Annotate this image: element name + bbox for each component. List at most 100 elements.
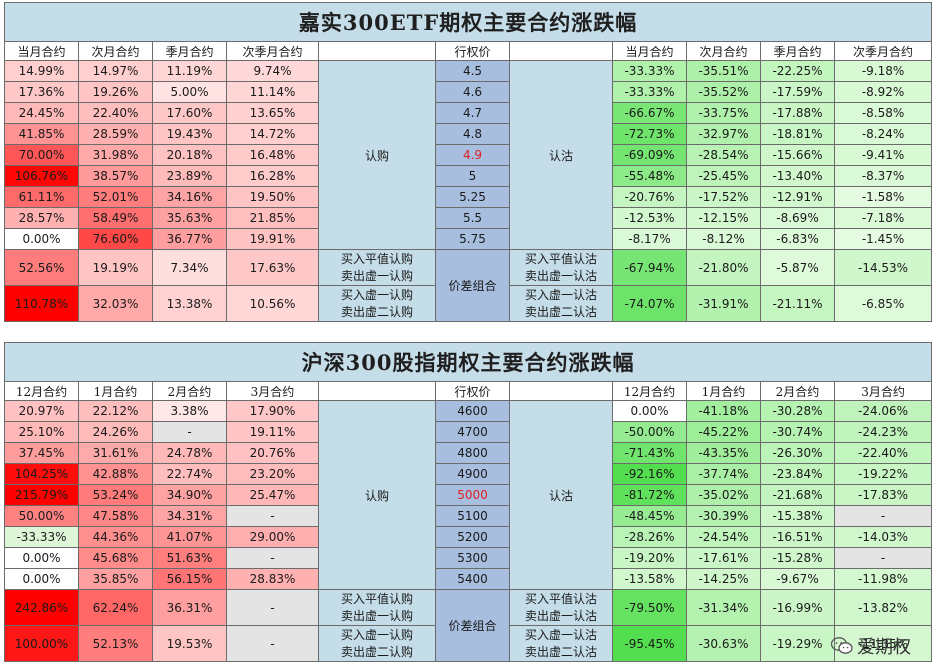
put-change-cell: -24.54% <box>686 526 761 548</box>
combo-put-change-cell: -5.87% <box>760 249 835 286</box>
call-change-cell: 3.38% <box>152 400 227 422</box>
call-column-header: 12月合约 <box>4 381 79 401</box>
put-change-cell: -37.74% <box>686 463 761 485</box>
call-change-cell: 14.97% <box>78 60 153 82</box>
call-change-cell: 37.45% <box>4 442 79 464</box>
put-change-cell: -1.45% <box>833 228 933 250</box>
spread-combo-label: 价差组合 <box>435 249 510 322</box>
call-change-cell: 14.72% <box>226 123 319 145</box>
put-change-cell: -33.33% <box>612 81 687 103</box>
strike-price-cell: 5000 <box>435 484 510 506</box>
etf-options-table: 嘉实300ETF期权主要合约涨跌幅 当月合约 次月合约 季月合约 次季月合约 行权价 当月合… <box>3 2 933 322</box>
put-change-cell: -45.22% <box>686 421 761 443</box>
put-change-cell: -15.38% <box>760 505 835 527</box>
put-spread-description: 买入平值认沽 卖出虚一认沽 <box>509 249 613 286</box>
combo-call-change-cell: 19.19% <box>78 249 153 286</box>
call-change-cell: 17.60% <box>152 102 227 124</box>
put-spread-description: 买入平值认沽 卖出虚一认沽 <box>509 589 613 626</box>
put-change-cell: - <box>833 505 933 527</box>
table-row: 20.97% 22.12% 3.38% 17.90% 认购 4600 认沽 0.00% -41.… <box>4 400 933 590</box>
call-change-cell: 22.40% <box>78 102 153 124</box>
call-change-cell: 51.63% <box>152 547 227 569</box>
call-change-cell: 41.07% <box>152 526 227 548</box>
strike-price-cell: 5.25 <box>435 186 510 208</box>
strike-price-cell: 4.5 <box>435 60 510 82</box>
call-change-cell: 23.20% <box>226 463 319 485</box>
put-change-cell: -13.58% <box>612 568 687 590</box>
call-type-label: 认购 <box>318 400 436 590</box>
combo-put-change-cell: -21.80% <box>686 249 761 286</box>
combo-call-change-cell: 110.78% <box>4 285 79 322</box>
call-change-cell: 24.45% <box>4 102 79 124</box>
spread-combo-label: 价差组合 <box>435 589 510 662</box>
put-column-header: 当月合约 <box>612 41 687 61</box>
put-change-cell: -19.22% <box>833 463 933 485</box>
table-row: 0.00% 35.85% 56.15% 28.83% 5400 -13.58% -14.25… <box>4 568 933 590</box>
put-change-cell: -1.58% <box>833 186 933 208</box>
strike-price-cell: 5400 <box>435 568 510 590</box>
put-change-cell: -72.73% <box>612 123 687 145</box>
combo-call-change-cell: 62.24% <box>78 589 153 626</box>
index-options-panel: 沪深300股指期权主要合约涨跌幅 12月合约 1月合约 2月合约 3月合约 行权价 12月合… <box>3 342 933 662</box>
put-change-cell: -81.72% <box>612 484 687 506</box>
spread-leg-text: 买入平值认沽 <box>524 251 597 266</box>
call-change-cell: 20.18% <box>152 144 227 166</box>
spread-combo-row: 242.86% 62.24% 36.31% - 买入平值认购 卖出虚一认购 价差组合 买入平值… <box>4 589 933 662</box>
put-change-cell: -26.30% <box>760 442 835 464</box>
call-change-cell: 16.48% <box>226 144 319 166</box>
header-row: 12月合约 1月合约 2月合约 3月合约 行权价 12月合约 1月合约 2月合约 3月合约 <box>4 381 933 401</box>
spread-leg-text: 买入虚一认沽 <box>524 627 597 642</box>
combo-put-change-cell: -13.82% <box>833 589 933 626</box>
strike-price-cell: 4700 <box>435 421 510 443</box>
put-change-cell: -8.12% <box>686 228 761 250</box>
put-change-cell: -9.41% <box>833 144 933 166</box>
call-change-cell: 11.19% <box>152 60 227 82</box>
table-row: 0.00% 76.60% 36.77% 19.91% 5.75 -8.17% -8.12% -… <box>4 228 933 250</box>
table-row: 17.36% 19.26% 5.00% 11.14% 4.6 -33.33% -35.52%… <box>4 81 933 103</box>
table-row: 104.25% 42.88% 22.74% 23.20% 4900 -92.16% -37.… <box>4 463 933 485</box>
strike-price-cell: 4.7 <box>435 102 510 124</box>
put-change-cell: -8.17% <box>612 228 687 250</box>
combo-call-change-cell: 100.00% <box>4 625 79 662</box>
call-change-cell: 34.16% <box>152 186 227 208</box>
call-change-cell: 58.49% <box>78 207 153 229</box>
call-change-cell: 215.79% <box>4 484 79 506</box>
call-change-cell: - <box>152 421 227 443</box>
put-change-cell: -30.39% <box>686 505 761 527</box>
call-change-cell: 41.85% <box>4 123 79 145</box>
call-change-cell: 56.15% <box>152 568 227 590</box>
put-change-cell: -30.74% <box>760 421 835 443</box>
put-change-cell: -35.02% <box>686 484 761 506</box>
call-column-header: 2月合约 <box>152 381 227 401</box>
strike-price-cell: 5.75 <box>435 228 510 250</box>
combo-call-change-cell: 52.56% <box>4 249 79 286</box>
blank-header <box>509 381 613 401</box>
put-column-header: 3月合约 <box>833 381 933 401</box>
put-change-cell: -17.59% <box>760 81 835 103</box>
put-change-cell: -9.67% <box>760 568 835 590</box>
put-change-cell: -6.83% <box>760 228 835 250</box>
spread-leg-text: 卖出虚一认购 <box>340 268 413 283</box>
call-change-cell: 19.26% <box>78 81 153 103</box>
put-change-cell: -28.26% <box>612 526 687 548</box>
call-change-cell: 28.57% <box>4 207 79 229</box>
call-change-cell: 53.24% <box>78 484 153 506</box>
call-change-cell: 24.78% <box>152 442 227 464</box>
combo-put-change-cell: -30.63% <box>686 625 761 662</box>
strike-price-cell: 5 <box>435 165 510 187</box>
put-change-cell: -35.52% <box>686 81 761 103</box>
put-change-cell: -22.25% <box>760 60 835 82</box>
put-change-cell: -8.69% <box>760 207 835 229</box>
call-change-cell: 0.00% <box>4 547 79 569</box>
call-column-header: 当月合约 <box>4 41 79 61</box>
call-change-cell: 61.11% <box>4 186 79 208</box>
table-title: 沪深300股指期权主要合约涨跌幅 <box>3 342 933 382</box>
call-change-cell: 22.74% <box>152 463 227 485</box>
call-change-cell: 35.85% <box>78 568 153 590</box>
brand-watermark: 爱期权 <box>831 633 911 659</box>
put-change-cell: -17.61% <box>686 547 761 569</box>
put-change-cell: -43.35% <box>686 442 761 464</box>
etf-options-panel: 嘉实300ETF期权主要合约涨跌幅 当月合约 次月合约 季月合约 次季月合约 行权价 当月合… <box>3 2 933 322</box>
combo-call-change-cell: - <box>226 625 319 662</box>
table-row: 25.10% 24.26% -19.11% 4700 -50.00% -45.22% -30… <box>4 421 933 443</box>
